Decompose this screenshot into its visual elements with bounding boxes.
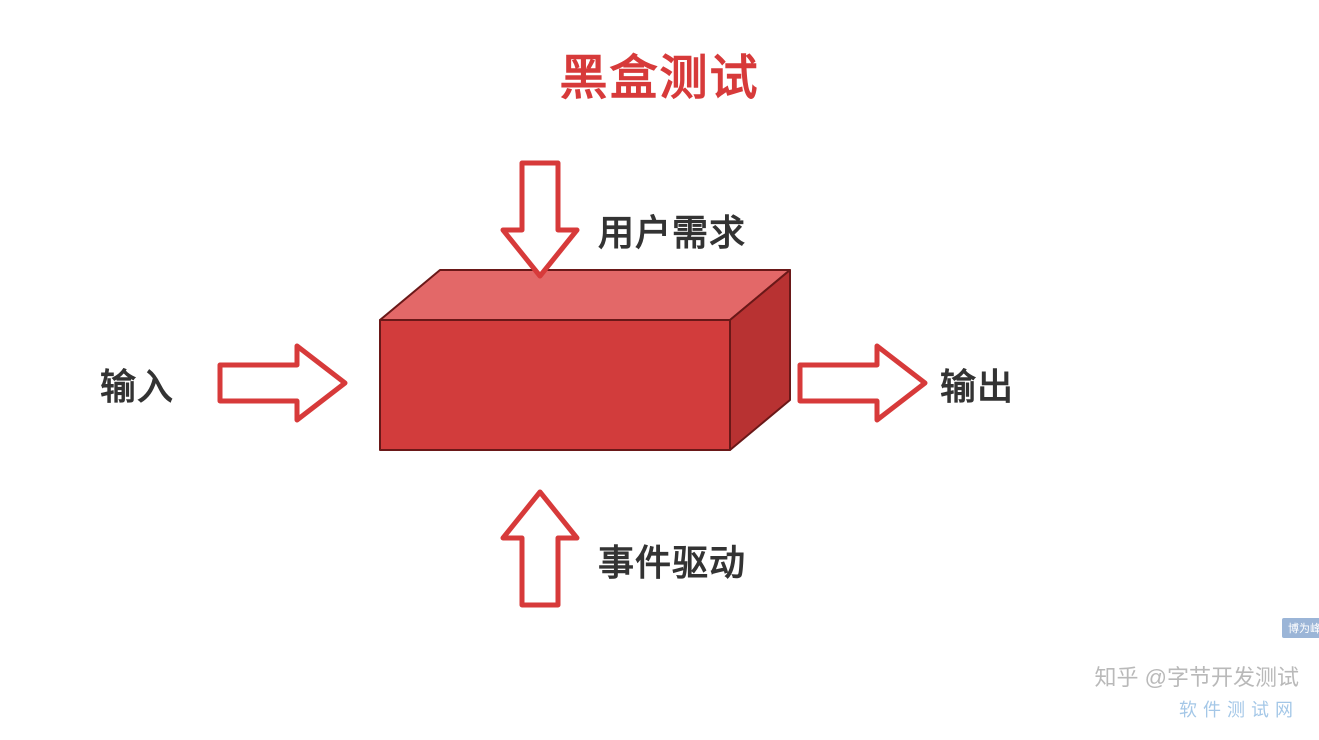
user-req-label: 用户需求 — [598, 204, 746, 256]
output-label: 输出 — [940, 358, 1014, 410]
user-req-arrow — [495, 158, 585, 283]
watermark-line1: 知乎 @字节开发测试 — [1095, 660, 1299, 692]
input-label: 输入 — [100, 358, 174, 410]
black-box-cuboid — [360, 260, 810, 490]
cuboid-front-face — [380, 320, 730, 450]
diagram-title: 黑盒测试 — [559, 38, 759, 108]
watermark: 博为峰旗下 知乎 @字节开发测试 软件测试网 — [1095, 640, 1299, 722]
cuboid-top-face — [380, 270, 790, 320]
watermark-badge: 博为峰旗下 — [1282, 618, 1319, 638]
event-driven-arrow — [495, 485, 585, 610]
event-driven-label: 事件驱动 — [598, 534, 746, 586]
output-arrow — [795, 338, 935, 428]
input-arrow — [215, 338, 355, 428]
watermark-line2: 软件测试网 — [1095, 696, 1299, 722]
